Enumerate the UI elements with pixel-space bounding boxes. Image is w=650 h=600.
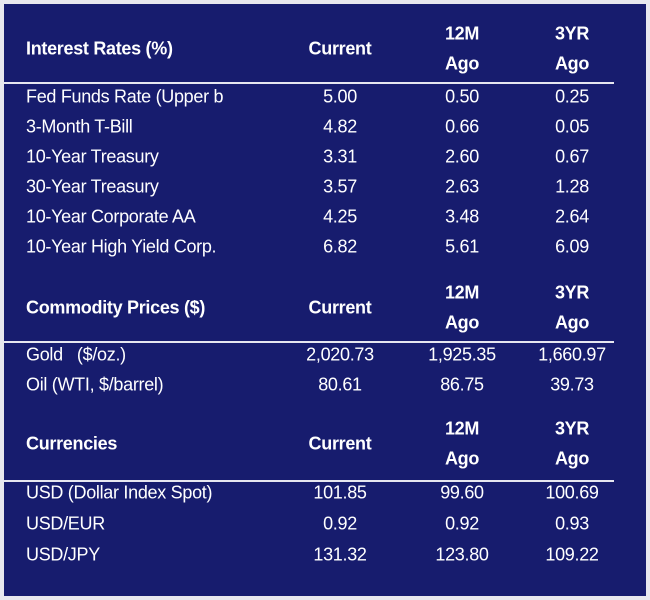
row-label: 30-Year Treasury [26, 176, 159, 197]
row-label: USD (Dollar Index Spot) [26, 482, 213, 503]
cell-value: 4.25 [323, 206, 357, 227]
cell-value: 1,925.35 [428, 344, 496, 365]
cell-value: 2,020.73 [306, 344, 374, 365]
header-rule [4, 341, 614, 343]
column-header: 3YR [554, 23, 590, 44]
cell-value: 0.92 [445, 513, 479, 534]
cell-value: 0.66 [445, 116, 479, 137]
row-label: Oil (WTI, $/barrel) [26, 374, 164, 395]
row-label: Gold ($/oz.) [26, 344, 126, 365]
section-title: Commodity Prices ($) [26, 297, 206, 318]
cell-value: 2.63 [445, 176, 479, 197]
cell-value: 2.64 [555, 206, 589, 227]
column-header: Ago [554, 53, 590, 74]
header-rule [4, 480, 614, 482]
section-title: Currencies [26, 433, 118, 454]
cell-value: 0.92 [323, 513, 357, 534]
column-header: Ago [554, 448, 590, 469]
cell-value: 5.61 [445, 236, 479, 257]
cell-value: 101.85 [313, 482, 367, 503]
cell-value: 99.60 [440, 482, 484, 503]
cell-value: 1,660.97 [538, 344, 606, 365]
cell-value: 0.93 [555, 513, 589, 534]
cell-value: 4.82 [323, 116, 357, 137]
cell-value: 6.09 [555, 236, 589, 257]
cell-value: 109.22 [545, 544, 599, 565]
rates-table: Interest Rates (%) Current 12M Ago 3YR Ago Fed… [4, 4, 646, 596]
section-title: Interest Rates (%) [26, 38, 173, 59]
header-rule [4, 82, 614, 84]
cell-value: 1.28 [555, 176, 589, 197]
cell-value: 100.69 [545, 482, 599, 503]
cell-value: 0.05 [555, 116, 589, 137]
column-header: Ago [444, 312, 480, 333]
row-label: USD/EUR [26, 513, 105, 534]
row-label: Fed Funds Rate (Upper b [26, 86, 224, 107]
column-header: Ago [444, 448, 480, 469]
column-header: 12M [444, 418, 480, 439]
cell-value: 5.00 [323, 86, 357, 107]
cell-value: 6.82 [323, 236, 357, 257]
row-label: 3-Month T-Bill [26, 116, 133, 137]
column-header: 12M [444, 282, 480, 303]
column-header: 3YR [554, 282, 590, 303]
cell-value: 3.31 [323, 146, 357, 167]
row-label: 10-Year Corporate AA [26, 206, 196, 227]
column-header: Current [308, 38, 372, 59]
column-header: Current [308, 297, 372, 318]
cell-value: 39.73 [550, 374, 594, 395]
row-label: 10-Year Treasury [26, 146, 159, 167]
column-header: 3YR [554, 418, 590, 439]
cell-value: 80.61 [318, 374, 362, 395]
column-header: 12M [444, 23, 480, 44]
cell-value: 0.50 [445, 86, 479, 107]
cell-value: 86.75 [440, 374, 484, 395]
cell-value: 131.32 [313, 544, 367, 565]
cell-value: 0.67 [555, 146, 589, 167]
cell-value: 2.60 [445, 146, 479, 167]
cell-value: 123.80 [435, 544, 489, 565]
row-label: USD/JPY [26, 544, 100, 565]
column-header: Ago [444, 53, 480, 74]
column-header: Current [308, 433, 372, 454]
cell-value: 0.25 [555, 86, 589, 107]
column-header: Ago [554, 312, 590, 333]
cell-value: 3.48 [445, 206, 479, 227]
row-label: 10-Year High Yield Corp. [26, 236, 217, 257]
cell-value: 3.57 [323, 176, 357, 197]
